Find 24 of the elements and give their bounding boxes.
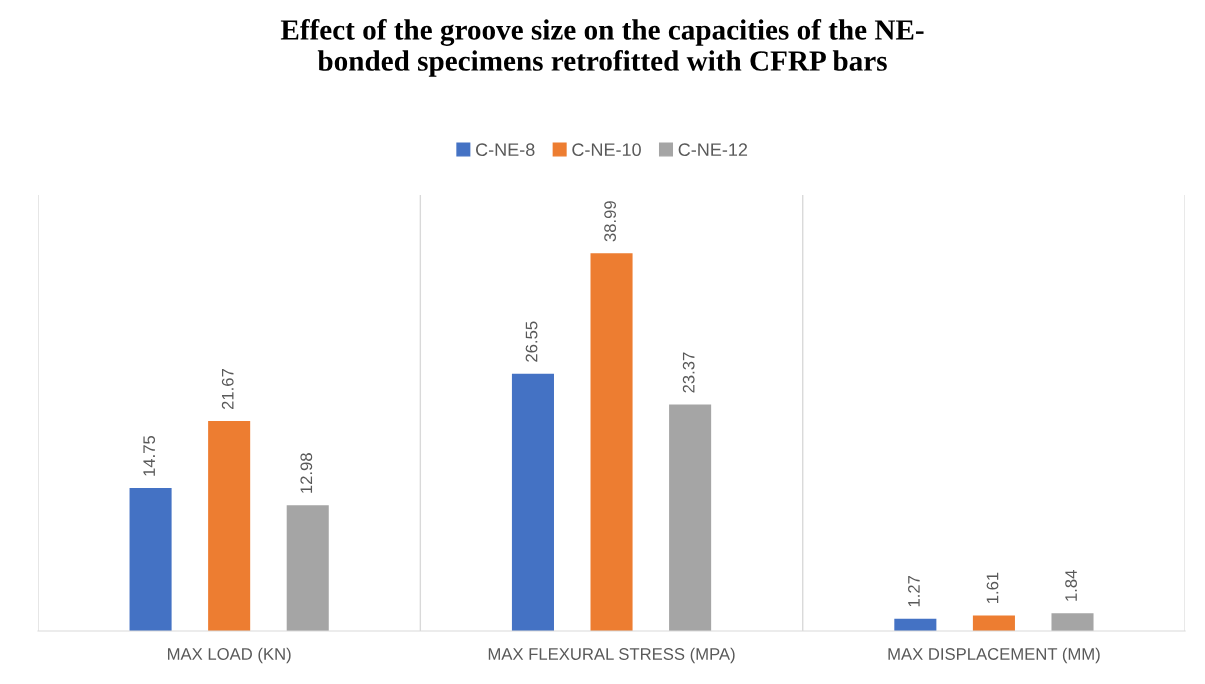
data-label: 14.75 [143, 435, 156, 476]
legend-label: C-NE-10 [572, 143, 641, 157]
data-label: 1.84 [1065, 570, 1077, 601]
bar [590, 253, 633, 631]
bar [286, 505, 329, 631]
bar [511, 373, 554, 631]
legend-label: C-NE-12 [678, 143, 748, 157]
bar [208, 421, 251, 631]
data-label: 12.98 [300, 453, 313, 493]
x-tick-label: MAX FLEXURAL STRESS (MPA) [488, 647, 735, 664]
bar [1051, 613, 1094, 631]
data-label: 21.67 [221, 369, 234, 410]
bar [129, 488, 172, 631]
data-label: 26.55 [525, 321, 538, 362]
data-label: 23.37 [682, 352, 695, 393]
data-label: 38.99 [604, 201, 617, 242]
legend-label: C-NE-8 [476, 143, 535, 157]
bar [972, 615, 1015, 631]
x-tick-label: MAX LOAD (KN) [168, 647, 291, 664]
data-label: 1.61 [986, 572, 999, 604]
x-tick-label: MAX DISPLACEMENT (MM) [888, 647, 1100, 664]
bar [669, 404, 712, 631]
data-label: 1.27 [908, 575, 920, 607]
chart-title: Effect of the groove size on the capacities of the NE- bonded specimens retrofitted with CFRP bars [280, 18, 924, 77]
